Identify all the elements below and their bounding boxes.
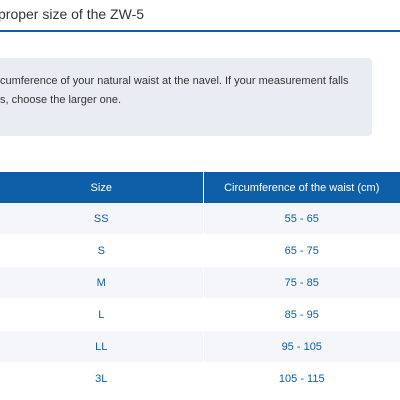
circumference-cell: 55 - 65 bbox=[202, 203, 400, 235]
section-heading: proper size of the ZW-5 bbox=[0, 0, 400, 32]
size-cell: LL bbox=[0, 330, 203, 363]
table-row: SS 55 - 65 bbox=[0, 203, 400, 235]
table-row: M 75 - 85 bbox=[0, 266, 400, 299]
size-table: Size Circumference of the waist (cm) SS … bbox=[0, 172, 400, 395]
note-line-2: s, choose the larger one. bbox=[0, 94, 122, 106]
circumference-cell: 105 - 115 bbox=[202, 362, 400, 395]
column-header-circumference: Circumference of the waist (cm) bbox=[202, 172, 400, 203]
size-cell: L bbox=[0, 298, 203, 331]
table-row: L 85 - 95 bbox=[0, 298, 400, 331]
section-title: proper size of the ZW-5 bbox=[0, 6, 145, 22]
circumference-cell: 65 - 75 bbox=[202, 234, 400, 267]
circumference-cell: 75 - 85 bbox=[202, 266, 400, 299]
table-row: S 65 - 75 bbox=[0, 234, 400, 267]
circumference-cell: 85 - 95 bbox=[202, 298, 400, 331]
size-cell: SS bbox=[0, 203, 203, 235]
size-cell: M bbox=[0, 266, 203, 299]
size-cell: 3L bbox=[0, 362, 203, 395]
table-header-row: Size Circumference of the waist (cm) bbox=[0, 172, 400, 203]
column-header-size: Size bbox=[0, 172, 203, 203]
measurement-note: cumference of your natural waist at the … bbox=[0, 58, 372, 136]
table-row: LL 95 - 105 bbox=[0, 330, 400, 363]
circumference-cell: 95 - 105 bbox=[202, 330, 400, 363]
note-line-1: cumference of your natural waist at the … bbox=[0, 75, 349, 87]
table-row: 3L 105 - 115 bbox=[0, 362, 400, 395]
size-cell: S bbox=[0, 234, 203, 267]
